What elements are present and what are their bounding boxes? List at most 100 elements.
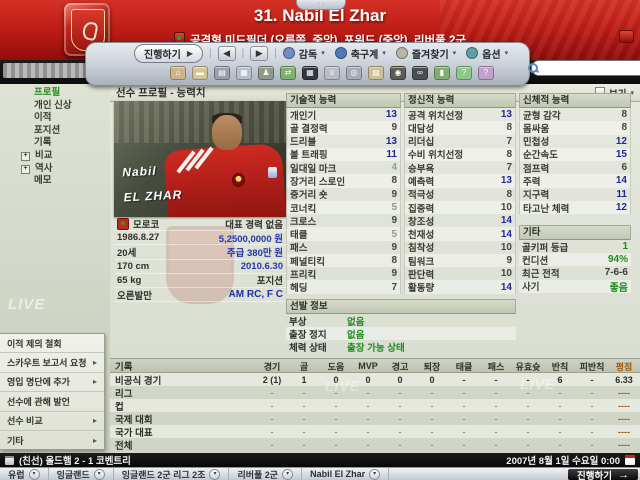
transfers-icon[interactable]: ⇄	[280, 66, 296, 80]
sidebar-item[interactable]: +프로필	[34, 87, 61, 98]
expand-icon[interactable]: +	[21, 151, 30, 161]
attribute-row: 침착성 10	[408, 241, 512, 255]
breadcrumb-item[interactable]: 유럽 ▾	[0, 468, 49, 480]
competitions-icon[interactable]: ♕	[324, 66, 340, 80]
club-badge-icon	[232, 173, 245, 187]
calendar-icon[interactable]: ▦	[236, 66, 252, 80]
attribute-row: 몸싸움 8	[520, 121, 630, 135]
selection-row: 체력 상태 출장 가능 상태	[289, 342, 405, 354]
attribute-row: 천재성 14	[405, 227, 515, 241]
news-icon	[5, 455, 14, 465]
stats-table: 기록 경기 골 도움 MVP 경고 퇴장 태클 패스 유효슛 반칙 피반칙 평점…	[110, 358, 640, 452]
scouting-icon[interactable]: ∞	[412, 66, 428, 80]
forward-button[interactable]: ▶	[250, 45, 269, 61]
technical-attributes: 기술적 능력 개인기 13 골 결정력 9 드리블 13 볼 트래핑 11 일대일 마크 4 장거리…	[286, 93, 401, 294]
action-menu: 이적 제의 철회▸스카우트 보고서 요청▸영입 명단에 추가▸선수에 관해 발언…	[0, 333, 105, 451]
sidebar-item[interactable]: +메모	[34, 175, 52, 187]
tactics-icon[interactable]: ▦	[302, 66, 318, 80]
sidebar-item[interactable]: +기록	[34, 137, 52, 149]
stats-row: 비공식 경기 2 (1) 1 0 0 0 0 - - - 6 - 6.33	[110, 373, 640, 387]
chevron-down-icon: ▾	[282, 468, 294, 480]
stats-row: 리그 - - - - - - - - - - - ----	[110, 386, 640, 400]
sidebar: +프로필+개인 신상+이적+포지션+기록+비교+역사+메모 LIVE 이적 제의…	[0, 84, 111, 455]
attribute-row: 개인기 13	[290, 109, 397, 122]
attribute-row: 지구력 11	[523, 188, 627, 202]
search-input[interactable]	[531, 60, 640, 76]
panel-title: 선수 프로필 - 능력치	[116, 87, 206, 99]
chevron-down-icon: ▾	[630, 89, 634, 97]
scout-search-icon[interactable]: ◎	[346, 66, 362, 80]
action-menu-item[interactable]: 기타 ▸	[7, 435, 97, 446]
submenu-arrow-icon: ▸	[92, 377, 97, 387]
stats-row: 국가 대표 - - - - - - - - - - - ----	[110, 425, 640, 439]
training-icon[interactable]: ▮	[434, 66, 450, 80]
window-red-button[interactable]	[619, 30, 634, 43]
header: 31. Nabil El Zhar 공격형 미드필더 (오른쪽, 중앙), 포워…	[0, 0, 640, 60]
match-icon[interactable]: ◉	[390, 66, 406, 80]
photo-signature: Nabil EL ZHAR	[121, 163, 183, 205]
info-row: 1986.8.27 5,2500,0000 원	[114, 231, 286, 246]
chevron-down-icon: ▾	[209, 468, 221, 480]
continue-button-bottom[interactable]: 진행하기 →	[568, 469, 638, 480]
sidebar-item[interactable]: +이적	[34, 112, 52, 124]
attribute-row: 공격 위치선정 13	[408, 109, 512, 122]
attribute-row: 창조성 14	[408, 215, 512, 228]
sidebar-item[interactable]: + 비교	[0, 150, 110, 163]
breadcrumb-item[interactable]: 잉글랜드 2군 리그 2조 ▾	[114, 468, 230, 480]
attribute-row: 예측력 13	[405, 174, 515, 188]
home-icon[interactable]: ⌂	[170, 66, 186, 80]
stats-row: 전체 - - - - - - - - - - - ----	[110, 438, 640, 452]
attribute-row: 일대일 마크 4	[290, 162, 397, 175]
options-menu[interactable]: 옵션 ▾	[466, 46, 508, 61]
chevron-down-icon: ▾	[321, 50, 325, 57]
player-info: ★ 모로코 대표 경력 없음 1986.8.27 5,2500,0000 원 20…	[114, 217, 286, 303]
continue-button[interactable]: 진행하기 ▶	[134, 43, 203, 63]
inbox-icon[interactable]: ▤	[214, 66, 230, 80]
chevron-down-icon: ▾	[382, 50, 386, 57]
attribute-row: 판단력 10	[408, 268, 512, 281]
continue-arrow-icon: →	[618, 468, 629, 480]
action-menu-item[interactable]: 이적 제의 철회▸	[0, 334, 104, 354]
info-row: ★ 모로코 대표 경력 없음	[114, 217, 286, 232]
sidebar-item[interactable]: + 역사	[0, 163, 110, 176]
player-photo: Nabil EL ZHAR	[114, 101, 286, 217]
news-ticker: (친선) 올드햄 2 - 1 코벤트리 2007년 8월 1일 수요일 0:00	[0, 453, 640, 467]
stats-row: 컵 - - - - - - - - - - - ----	[110, 399, 640, 413]
breadcrumb-item[interactable]: 리버풀 2군 ▾	[229, 468, 303, 480]
chevron-down-icon: ▾	[504, 50, 509, 57]
notes-icon[interactable]: ▤	[368, 66, 384, 80]
finances-icon[interactable]: ▬	[192, 66, 208, 80]
chevron-down-icon: ▾	[369, 468, 381, 480]
attribute-row: 수비 위치선정 8	[405, 147, 515, 161]
other-row: 최근 전적 7-6-6	[522, 267, 628, 280]
attribute-row: 드리블 13	[290, 135, 397, 149]
sidebar-item[interactable]: +포지션	[34, 124, 61, 136]
help-icon[interactable]: ?	[456, 66, 472, 80]
sidebar-item[interactable]: +개인 신상	[34, 99, 72, 111]
manager-menu[interactable]: 감독 ▾	[282, 46, 325, 61]
live-watermark: LIVE	[325, 378, 361, 394]
attribute-row: 주력 14	[520, 174, 630, 188]
info-row: 170 cm 2010.6.30	[114, 260, 286, 274]
submenu-arrow-icon: ▸	[92, 435, 97, 445]
action-menu-item[interactable]: 스카우트 보고서 요청 ▸	[0, 353, 104, 373]
world-menu[interactable]: 축구계 ▾	[334, 46, 386, 61]
chevron-down-icon: ▾	[452, 50, 457, 57]
favorites-menu[interactable]: 즐겨찾기 ▾	[395, 46, 457, 61]
squad-icon[interactable]: ♟	[258, 66, 274, 80]
breadcrumb-item[interactable]: Nabil El Zhar ▾	[302, 468, 390, 480]
expand-icon[interactable]: +	[21, 164, 30, 174]
action-menu-item[interactable]: 영입 명단에 추가 ▸	[0, 373, 104, 393]
other-attributes: 기타 골키퍼 등급 1 컨디션 94% 최근 전적 7-6-6 사기 좋음	[519, 225, 631, 294]
page-title: 31. Nabil El Zhar	[253, 6, 387, 25]
action-menu-item[interactable]: 선수 비교 ▸	[0, 412, 104, 431]
language-icon[interactable]: ?	[478, 66, 494, 80]
back-button[interactable]: ◀	[217, 45, 236, 61]
attribute-row: 페널티킥 8	[287, 253, 400, 268]
action-menu-item[interactable]: 선수에 관해 발언▸	[0, 392, 104, 412]
attribute-row: 프리킥 9	[290, 268, 397, 281]
breadcrumb-item[interactable]: 잉글랜드 ▾	[49, 468, 114, 480]
selection-info: 선발 정보 부상 없음 출장 정지 없음 체력 상태 출장 가능 상태	[286, 299, 516, 354]
attribute-row: 순간속도 15	[520, 147, 630, 161]
physical-attributes: 신체적 능력 균형 감각 8 몸싸움 8 민첩성 12 순간속도 15 점프력 6 주력 14 지구력 1…	[519, 93, 631, 215]
